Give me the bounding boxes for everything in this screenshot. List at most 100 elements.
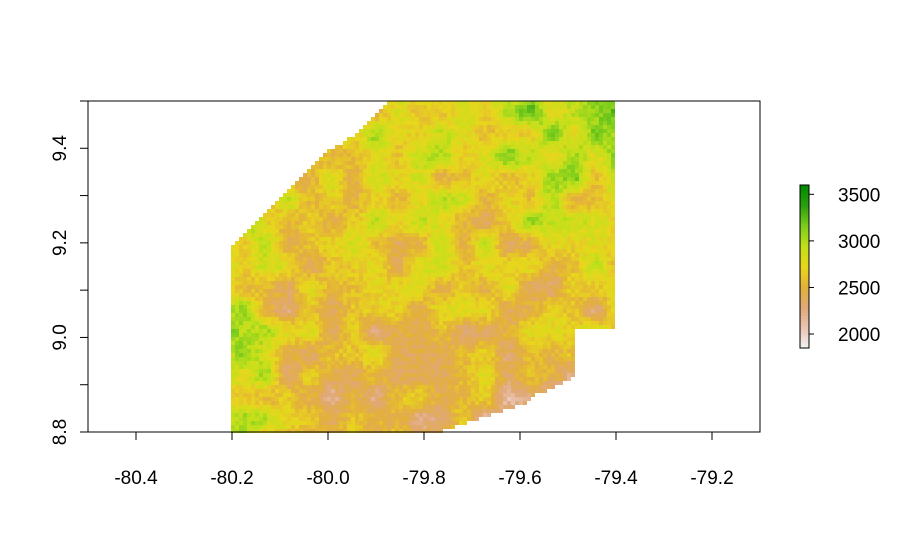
raster-cell — [499, 133, 503, 137]
raster-cell — [479, 173, 483, 177]
raster-cell — [311, 185, 315, 189]
raster-cell — [403, 237, 407, 241]
raster-cell — [447, 189, 451, 193]
raster-cell — [355, 325, 359, 329]
raster-cell — [607, 325, 611, 329]
raster-cell — [595, 293, 599, 297]
raster-cell — [543, 101, 547, 105]
raster-cell — [531, 257, 535, 261]
raster-cell — [403, 157, 407, 161]
raster-cell — [551, 237, 555, 241]
raster-cell — [383, 249, 387, 253]
raster-cell — [335, 329, 339, 333]
raster-cell — [447, 177, 451, 181]
raster-cell — [563, 125, 567, 129]
raster-cell — [435, 277, 439, 281]
raster-cell — [315, 161, 319, 165]
raster-cell — [271, 285, 275, 289]
raster-cell — [535, 221, 539, 225]
raster-cell — [595, 145, 599, 149]
raster-cell — [427, 169, 431, 173]
raster-cell — [379, 133, 383, 137]
raster-cell — [363, 277, 367, 281]
raster-cell — [415, 277, 419, 281]
raster-cell — [339, 205, 343, 209]
raster-cell — [547, 201, 551, 205]
raster-cell — [315, 165, 319, 169]
raster-cell — [371, 249, 375, 253]
raster-cell — [291, 221, 295, 225]
raster-cell — [399, 181, 403, 185]
raster-cell — [539, 257, 543, 261]
raster-cell — [575, 217, 579, 221]
raster-cell — [535, 309, 539, 313]
raster-cell — [467, 113, 471, 117]
raster-cell — [407, 269, 411, 273]
raster-cell — [359, 313, 363, 317]
raster-cell — [403, 149, 407, 153]
raster-cell — [547, 301, 551, 305]
raster-cell — [307, 321, 311, 325]
raster-cell — [503, 225, 507, 229]
raster-cell — [487, 313, 491, 317]
raster-cell — [459, 317, 463, 321]
raster-cell — [539, 265, 543, 269]
raster-cell — [251, 253, 255, 257]
raster-cell — [435, 325, 439, 329]
raster-cell — [343, 261, 347, 265]
raster-cell — [595, 165, 599, 169]
raster-cell — [419, 177, 423, 181]
raster-cell — [555, 181, 559, 185]
raster-cell — [291, 297, 295, 301]
raster-cell — [255, 233, 259, 237]
raster-cell — [423, 225, 427, 229]
raster-cell — [523, 245, 527, 249]
raster-cell — [495, 317, 499, 321]
raster-cell — [571, 329, 575, 333]
raster-cell — [499, 229, 503, 233]
raster-cell — [383, 265, 387, 269]
raster-cell — [487, 325, 491, 329]
raster-cell — [435, 333, 439, 337]
raster-cell — [559, 193, 563, 197]
raster-cell — [483, 257, 487, 261]
raster-cell — [311, 173, 315, 177]
raster-cell — [439, 333, 443, 337]
raster-cell — [535, 317, 539, 321]
raster-cell — [259, 325, 263, 329]
raster-cell — [391, 249, 395, 253]
raster-cell — [587, 105, 591, 109]
raster-cell — [607, 269, 611, 273]
raster-cell — [583, 165, 587, 169]
raster-cell — [447, 205, 451, 209]
raster-cell — [595, 281, 599, 285]
raster-cell — [259, 297, 263, 301]
raster-cell — [267, 249, 271, 253]
raster-cell — [247, 289, 251, 293]
raster-cell — [331, 313, 335, 317]
raster-cell — [483, 213, 487, 217]
raster-cell — [387, 201, 391, 205]
raster-cell — [327, 233, 331, 237]
raster-cell — [427, 177, 431, 181]
raster-cell — [359, 277, 363, 281]
raster-cell — [315, 249, 319, 253]
raster-cell — [299, 181, 303, 185]
raster-cell — [519, 149, 523, 153]
raster-cell — [579, 133, 583, 137]
raster-cell — [539, 129, 543, 133]
raster-cell — [363, 205, 367, 209]
raster-cell — [419, 117, 423, 121]
raster-cell — [507, 273, 511, 277]
raster-cell — [531, 269, 535, 273]
raster-cell — [243, 281, 247, 285]
raster-cell — [599, 157, 603, 161]
raster-cell — [519, 173, 523, 177]
raster-cell — [559, 109, 563, 113]
raster-cell — [583, 261, 587, 265]
raster-cell — [595, 285, 599, 289]
raster-cell — [551, 273, 555, 277]
raster-cell — [579, 137, 583, 141]
raster-cell — [571, 333, 575, 337]
raster-cell — [579, 249, 583, 253]
